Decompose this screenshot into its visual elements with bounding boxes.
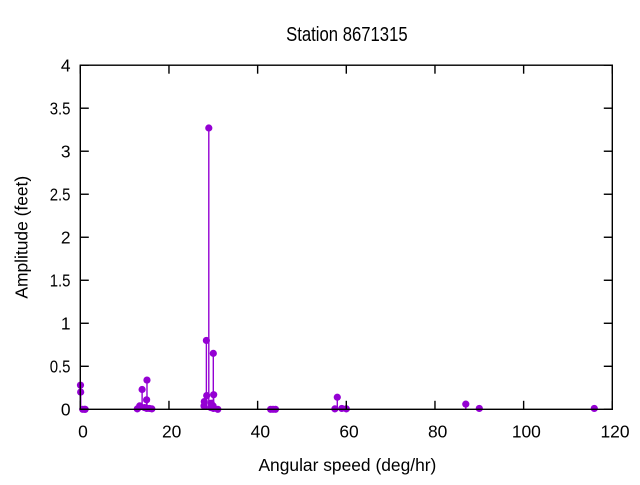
svg-text:1.5: 1.5 [50, 271, 71, 291]
svg-text:0: 0 [61, 400, 71, 420]
svg-text:40: 40 [251, 422, 270, 442]
svg-text:0: 0 [78, 422, 88, 442]
svg-text:3.5: 3.5 [50, 99, 71, 119]
svg-text:2: 2 [61, 228, 71, 248]
svg-text:Angular speed (deg/hr): Angular speed (deg/hr) [258, 455, 436, 475]
svg-text:0.5: 0.5 [50, 357, 71, 377]
svg-text:Station 8671315: Station 8671315 [286, 24, 408, 46]
svg-text:3: 3 [61, 142, 71, 162]
svg-text:100: 100 [512, 422, 541, 442]
svg-text:20: 20 [162, 422, 181, 442]
svg-text:120: 120 [600, 422, 629, 442]
svg-text:60: 60 [339, 422, 358, 442]
svg-text:4: 4 [61, 56, 71, 76]
svg-text:Amplitude (feet): Amplitude (feet) [12, 176, 32, 299]
svg-text:1: 1 [61, 314, 71, 334]
svg-text:2.5: 2.5 [50, 185, 71, 205]
svg-text:80: 80 [428, 422, 447, 442]
